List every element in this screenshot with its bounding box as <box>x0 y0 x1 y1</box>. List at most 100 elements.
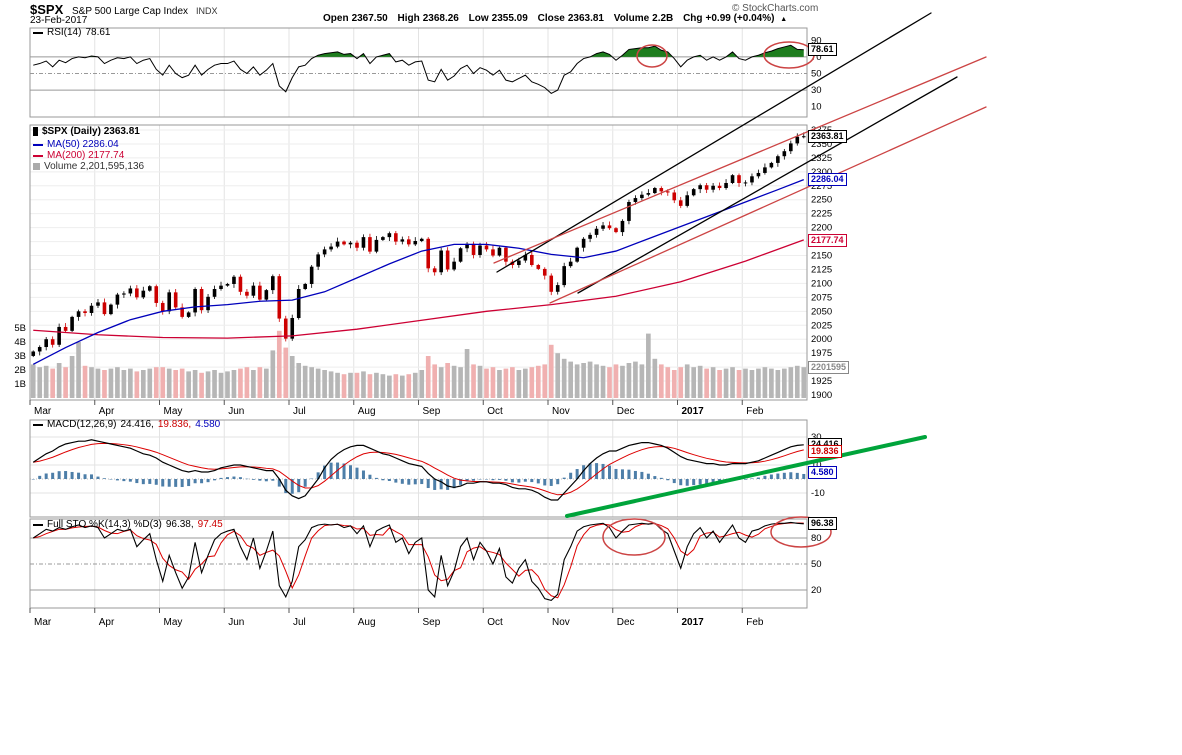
symbol-label: $SPX <box>30 2 64 17</box>
svg-text:2100: 2100 <box>811 278 832 289</box>
svg-text:2275: 2275 <box>811 181 832 192</box>
exchange-label: INDX <box>196 6 218 16</box>
svg-text:50: 50 <box>811 69 822 80</box>
gridlines <box>30 28 807 608</box>
ma200-line-icon <box>33 154 43 157</box>
svg-text:Nov: Nov <box>552 406 570 417</box>
svg-text:Aug: Aug <box>358 406 376 417</box>
svg-text:Nov: Nov <box>552 617 570 628</box>
macd-legend: MACD(12,26,9) 24.416, 19.836, 4.580 <box>33 419 220 430</box>
ma200-legend-text: MA(200) 2177.74 <box>47 150 125 161</box>
svg-text:2325: 2325 <box>811 153 832 164</box>
svg-text:Mar: Mar <box>34 406 52 417</box>
trendline-annotation <box>549 106 987 304</box>
quote-close-label: Close <box>537 13 565 24</box>
svg-text:2350: 2350 <box>811 139 832 150</box>
change-up-icon: ▲ <box>780 16 788 23</box>
ellipse-annotation <box>770 516 832 548</box>
svg-text:1975: 1975 <box>811 348 832 359</box>
rsi-legend-value: 78.61 <box>85 27 111 38</box>
svg-text:20: 20 <box>811 585 822 596</box>
quote-chg-label: Chg <box>683 13 703 24</box>
svg-text:2050: 2050 <box>811 306 832 317</box>
svg-text:80: 80 <box>811 533 822 544</box>
svg-text:Feb: Feb <box>746 406 764 417</box>
svg-text:2B: 2B <box>14 365 26 376</box>
trendline-annotation <box>565 435 927 518</box>
volume-legend-text: Volume 2,201,595,136 <box>44 161 145 172</box>
candlestick-icon <box>33 127 38 136</box>
svg-text:2200: 2200 <box>811 223 832 234</box>
quote-volume-value: 2.2B <box>652 13 674 24</box>
macd-legend-label: MACD(12,26,9) <box>47 419 117 430</box>
svg-text:2000: 2000 <box>811 334 832 345</box>
rsi-legend: RSI(14) 78.61 <box>33 27 110 38</box>
ellipse-annotation <box>602 518 666 556</box>
price-legend: $SPX (Daily) 2363.81 <box>33 126 140 137</box>
date-axis: Mar Mar Apr Apr May May Jun Jun Jul Jul Aug Aug Sep S… <box>29 400 764 628</box>
quote-chg-value: +0.99 (+0.04%) <box>705 13 775 24</box>
svg-text:Sep: Sep <box>423 617 441 628</box>
svg-text:1B: 1B <box>14 379 26 390</box>
ma50-line <box>32 179 804 365</box>
svg-text:30: 30 <box>811 85 822 96</box>
ma200-legend: MA(200) 2177.74 <box>33 150 124 161</box>
rsi-line-icon <box>33 31 43 34</box>
svg-text:Jun: Jun <box>228 617 244 628</box>
svg-text:2150: 2150 <box>811 251 832 262</box>
svg-text:May: May <box>164 617 183 628</box>
svg-text:Jul: Jul <box>293 617 306 628</box>
quote-low-label: Low <box>468 13 489 24</box>
sto-line-icon <box>33 523 43 526</box>
svg-text:50: 50 <box>811 559 822 570</box>
svg-text:-10: -10 <box>811 488 825 499</box>
rsi-series <box>33 44 804 95</box>
macd-hist-value: 4.580 <box>195 419 221 430</box>
svg-text:90: 90 <box>811 35 822 46</box>
svg-text:2025: 2025 <box>811 320 832 331</box>
rsi-legend-label: RSI(14) <box>47 27 82 38</box>
sto-legend-label: Full STO %K(14,3) %D(3) <box>47 519 162 530</box>
svg-text:Jul: Jul <box>293 406 306 417</box>
index-name: S&P 500 Large Cap Index <box>72 6 189 17</box>
svg-text:Aug: Aug <box>358 617 376 628</box>
svg-text:70: 70 <box>811 52 822 63</box>
price-legend-text: $SPX (Daily) 2363.81 <box>42 126 140 137</box>
chart-date: 23-Feb-2017 <box>30 15 88 26</box>
quote-open-label: Open <box>323 13 349 24</box>
svg-text:Dec: Dec <box>617 617 635 628</box>
quote-open-value: 2367.50 <box>351 13 388 24</box>
sto-k-value: 96.38, <box>165 519 194 530</box>
ma50-line-icon <box>33 143 43 146</box>
sto-legend: Full STO %K(14,3) %D(3) 96.38, 97.45 <box>33 519 223 530</box>
quote-high-label: High <box>397 13 420 24</box>
svg-text:May: May <box>164 406 183 417</box>
macd-value: 24.416, <box>120 419 154 430</box>
volume-bars-icon <box>33 163 40 170</box>
trendline-annotation <box>496 12 932 273</box>
svg-text:2125: 2125 <box>811 264 832 275</box>
quote-volume-label: Volume <box>613 13 650 24</box>
ma50-legend: MA(50) 2286.04 <box>33 139 119 150</box>
macd-line-icon <box>33 423 43 426</box>
value-box: 96.38 <box>808 517 837 531</box>
quote-high-value: 2368.26 <box>422 13 459 24</box>
ellipse-annotation <box>636 44 668 68</box>
sto-d-value: 97.45 <box>197 519 223 530</box>
macd-series <box>31 439 806 501</box>
svg-text:10: 10 <box>811 460 822 471</box>
volume-legend: Volume 2,201,595,136 <box>33 161 144 172</box>
svg-text:5B: 5B <box>14 323 26 334</box>
value-box: 19.836 <box>808 444 842 458</box>
candlestick-series <box>31 132 806 358</box>
svg-text:Mar: Mar <box>34 617 52 628</box>
trendline-annotation <box>493 56 987 264</box>
annotations <box>493 12 987 556</box>
svg-text:2225: 2225 <box>811 209 832 220</box>
svg-text:Feb: Feb <box>746 617 764 628</box>
axis-labels: 2375235023252300227522502225220021752150… <box>14 35 832 596</box>
svg-text:2250: 2250 <box>811 195 832 206</box>
svg-text:Oct: Oct <box>487 617 503 628</box>
